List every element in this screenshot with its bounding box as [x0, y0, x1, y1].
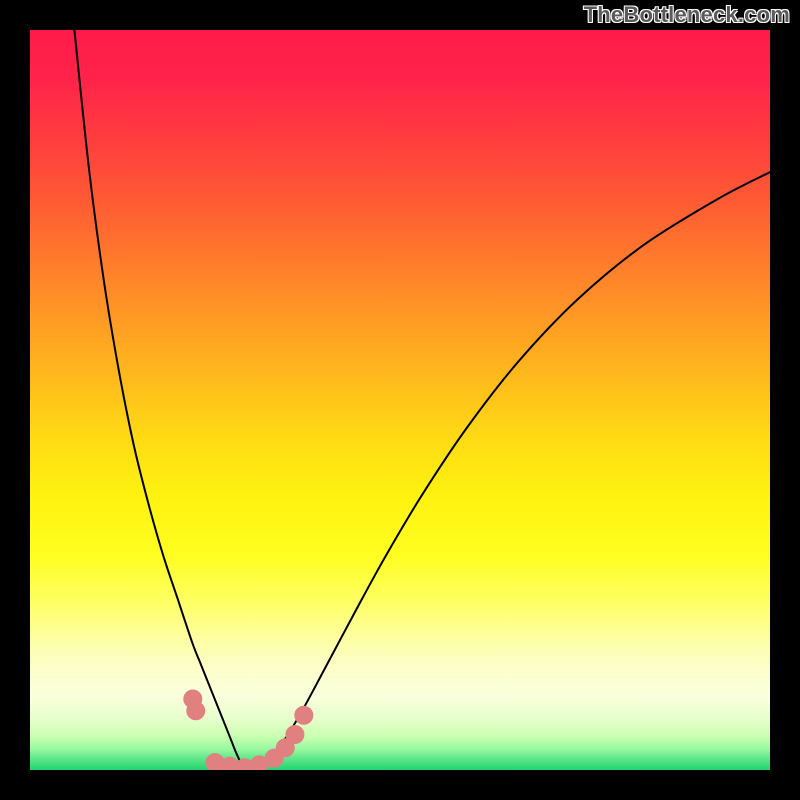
- curve-marker: [295, 706, 313, 724]
- curve-marker: [187, 702, 205, 720]
- curve-marker: [286, 725, 304, 743]
- chart-plot-area: [30, 30, 770, 770]
- bottleneck-chart: [0, 0, 800, 800]
- chart-stage: TheBottleneck.com: [0, 0, 800, 800]
